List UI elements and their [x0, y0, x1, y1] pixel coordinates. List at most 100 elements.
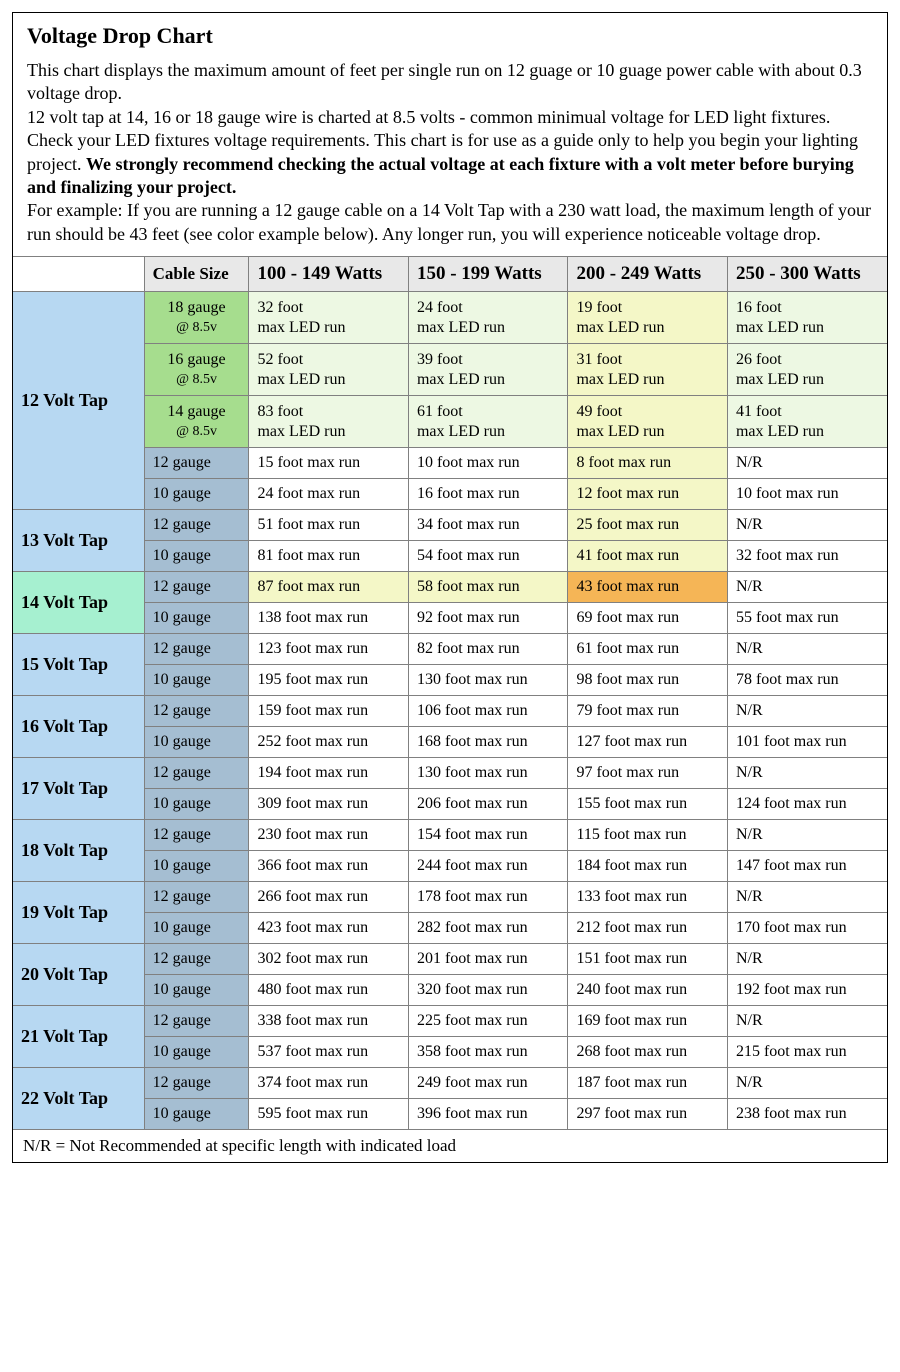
value-cell: N/R — [727, 944, 887, 975]
value-cell: N/R — [727, 1068, 887, 1099]
value-cell: 26 footmax LED run — [727, 344, 887, 396]
cable-cell: 10 gauge — [144, 975, 249, 1006]
cable-cell: 12 gauge — [144, 634, 249, 665]
cable-cell: 10 gauge — [144, 603, 249, 634]
cable-cell: 12 gauge — [144, 758, 249, 789]
value-cell: 124 foot max run — [727, 789, 887, 820]
intro-text: This chart displays the maximum amount o… — [13, 59, 887, 256]
value-cell: 184 foot max run — [568, 851, 728, 882]
value-cell: 87 foot max run — [249, 572, 409, 603]
value-cell: 201 foot max run — [408, 944, 568, 975]
value-cell: 195 foot max run — [249, 665, 409, 696]
value-cell: 178 foot max run — [408, 882, 568, 913]
value-cell: 127 foot max run — [568, 727, 728, 758]
value-cell: 252 foot max run — [249, 727, 409, 758]
intro-p1: This chart displays the maximum amount o… — [27, 60, 862, 103]
value-cell: 170 foot max run — [727, 913, 887, 944]
table-row: 10 gauge138 foot max run92 foot max run6… — [13, 603, 887, 634]
cable-cell: 12 gauge — [144, 944, 249, 975]
value-cell: 187 foot max run — [568, 1068, 728, 1099]
table-row: 17 Volt Tap12 gauge194 foot max run130 f… — [13, 758, 887, 789]
value-cell: 81 foot max run — [249, 541, 409, 572]
table-row: 18 Volt Tap12 gauge230 foot max run154 f… — [13, 820, 887, 851]
value-cell: 32 foot max run — [727, 541, 887, 572]
value-cell: 297 foot max run — [568, 1099, 728, 1130]
value-cell: N/R — [727, 820, 887, 851]
value-cell: 151 foot max run — [568, 944, 728, 975]
intro-p3: For example: If you are running a 12 gau… — [27, 200, 871, 243]
value-cell: 154 foot max run — [408, 820, 568, 851]
table-row: 10 gauge252 foot max run168 foot max run… — [13, 727, 887, 758]
col-watts-2: 150 - 199 Watts — [408, 257, 568, 292]
value-cell: 192 foot max run — [727, 975, 887, 1006]
value-cell: 320 foot max run — [408, 975, 568, 1006]
value-cell: N/R — [727, 1006, 887, 1037]
value-cell: 24 footmax LED run — [408, 292, 568, 344]
table-row: 14 Volt Tap12 gauge87 foot max run58 foo… — [13, 572, 887, 603]
value-cell: 8 foot max run — [568, 448, 728, 479]
value-cell: 268 foot max run — [568, 1037, 728, 1068]
tap-cell: 17 Volt Tap — [13, 758, 144, 820]
value-cell: 155 foot max run — [568, 789, 728, 820]
value-cell: 61 footmax LED run — [408, 396, 568, 448]
table-row: 20 Volt Tap12 gauge302 foot max run201 f… — [13, 944, 887, 975]
value-cell: 396 foot max run — [408, 1099, 568, 1130]
voltage-drop-table: Cable Size 100 - 149 Watts 150 - 199 Wat… — [13, 256, 887, 1130]
value-cell: 101 foot max run — [727, 727, 887, 758]
value-cell: N/R — [727, 696, 887, 727]
footnote: N/R = Not Recommended at specific length… — [13, 1130, 887, 1162]
value-cell: 249 foot max run — [408, 1068, 568, 1099]
col-watts-1: 100 - 149 Watts — [249, 257, 409, 292]
value-cell: 338 foot max run — [249, 1006, 409, 1037]
value-cell: 266 foot max run — [249, 882, 409, 913]
value-cell: 366 foot max run — [249, 851, 409, 882]
value-cell: 374 foot max run — [249, 1068, 409, 1099]
cable-cell: 10 gauge — [144, 913, 249, 944]
value-cell: 83 footmax LED run — [249, 396, 409, 448]
tap-cell: 18 Volt Tap — [13, 820, 144, 882]
value-cell: 215 foot max run — [727, 1037, 887, 1068]
value-cell: 55 foot max run — [727, 603, 887, 634]
table-row: 22 Volt Tap12 gauge374 foot max run249 f… — [13, 1068, 887, 1099]
cable-cell: 10 gauge — [144, 541, 249, 572]
table-row: 12 Volt Tap18 gauge@ 8.5v32 footmax LED … — [13, 292, 887, 344]
col-watts-4: 250 - 300 Watts — [727, 257, 887, 292]
tap-cell: 19 Volt Tap — [13, 882, 144, 944]
value-cell: 61 foot max run — [568, 634, 728, 665]
cable-cell: 12 gauge — [144, 448, 249, 479]
value-cell: 39 footmax LED run — [408, 344, 568, 396]
tap-cell: 16 Volt Tap — [13, 696, 144, 758]
value-cell: 309 foot max run — [249, 789, 409, 820]
value-cell: 31 footmax LED run — [568, 344, 728, 396]
value-cell: 41 foot max run — [568, 541, 728, 572]
value-cell: 244 foot max run — [408, 851, 568, 882]
value-cell: 32 footmax LED run — [249, 292, 409, 344]
table-row: 10 gauge595 foot max run396 foot max run… — [13, 1099, 887, 1130]
cable-cell: 12 gauge — [144, 1068, 249, 1099]
page-title: Voltage Drop Chart — [13, 23, 887, 59]
value-cell: 358 foot max run — [408, 1037, 568, 1068]
value-cell: 212 foot max run — [568, 913, 728, 944]
value-cell: 54 foot max run — [408, 541, 568, 572]
table-row: 16 Volt Tap12 gauge159 foot max run106 f… — [13, 696, 887, 727]
value-cell: 41 footmax LED run — [727, 396, 887, 448]
value-cell: 12 foot max run — [568, 479, 728, 510]
value-cell: N/R — [727, 634, 887, 665]
table-row: 16 gauge@ 8.5v52 footmax LED run39 footm… — [13, 344, 887, 396]
cable-cell: 12 gauge — [144, 572, 249, 603]
value-cell: 133 foot max run — [568, 882, 728, 913]
value-cell: 480 foot max run — [249, 975, 409, 1006]
table-row: 21 Volt Tap12 gauge338 foot max run225 f… — [13, 1006, 887, 1037]
value-cell: 123 foot max run — [249, 634, 409, 665]
value-cell: 51 foot max run — [249, 510, 409, 541]
value-cell: 147 foot max run — [727, 851, 887, 882]
value-cell: 92 foot max run — [408, 603, 568, 634]
value-cell: 302 foot max run — [249, 944, 409, 975]
value-cell: 138 foot max run — [249, 603, 409, 634]
value-cell: N/R — [727, 572, 887, 603]
value-cell: 230 foot max run — [249, 820, 409, 851]
col-cable-size: Cable Size — [144, 257, 249, 292]
cable-cell: 18 gauge@ 8.5v — [144, 292, 249, 344]
value-cell: 240 foot max run — [568, 975, 728, 1006]
table-row: 14 gauge@ 8.5v83 footmax LED run61 footm… — [13, 396, 887, 448]
